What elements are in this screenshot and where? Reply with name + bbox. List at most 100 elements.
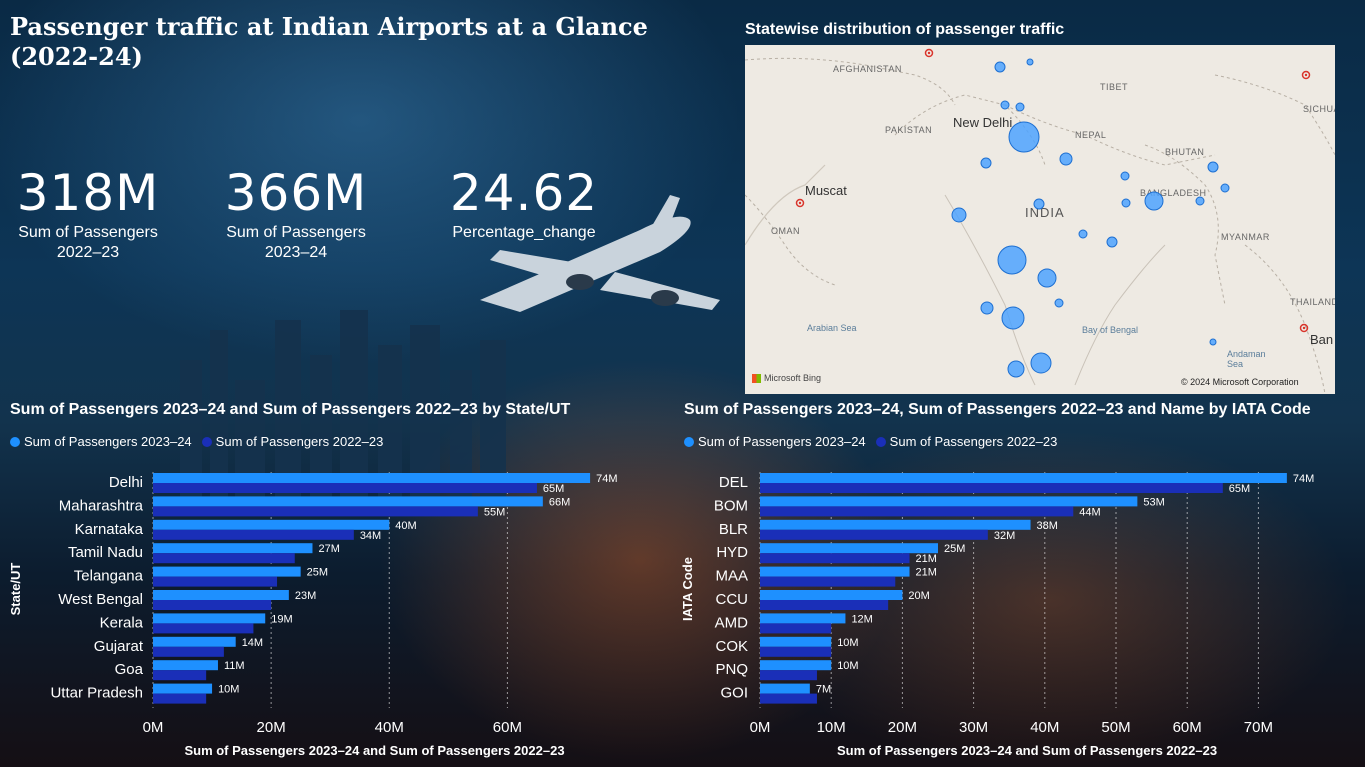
map-bubble-punjab[interactable]: [1015, 102, 1025, 112]
category-label: PNQ: [715, 661, 748, 678]
map-bubble-tripura[interactable]: [1195, 196, 1205, 206]
map-bubble-rajasthan[interactable]: [980, 157, 992, 169]
data-label-2022-23: 21M: [916, 553, 937, 565]
bar-2022-23[interactable]: [760, 670, 817, 681]
bar-2022-23[interactable]: [760, 600, 889, 610]
bar-2022-23[interactable]: [153, 576, 278, 587]
bar-2023-24[interactable]: [760, 496, 1138, 507]
map-label-pakistan: PAKISTAN: [885, 125, 933, 135]
map-bubble-kerala[interactable]: [1007, 360, 1025, 378]
map-label-bangladesh: BANGLADESH: [1140, 188, 1207, 198]
data-label-2023-24: 21M: [916, 567, 937, 579]
map-bubble-uttar-pradesh[interactable]: [1059, 152, 1073, 166]
x-tick-label: 20M: [257, 719, 286, 736]
bar-2023-24[interactable]: [153, 496, 543, 507]
map-bubble-ladakh[interactable]: [1026, 58, 1034, 66]
bar-2022-23[interactable]: [760, 529, 988, 540]
map-bubble-bihar[interactable]: [1120, 171, 1130, 181]
bar-2022-23[interactable]: [153, 506, 478, 517]
x-tick-label: 70M: [1244, 719, 1273, 736]
bar-2023-24[interactable]: [153, 543, 313, 554]
bar-2022-23[interactable]: [760, 623, 832, 634]
map-bubble-andaman[interactable]: [1209, 338, 1217, 346]
chart-state-legend[interactable]: Sum of Passengers 2023–24 Sum of Passeng…: [10, 434, 393, 449]
map-bubble-maharashtra[interactable]: [997, 245, 1027, 275]
map-visual[interactable]: AFGHANISTAN TIBET PAKISTAN NEPAL BHUTAN …: [745, 45, 1335, 394]
bar-2022-23[interactable]: [760, 576, 896, 587]
bar-2023-24[interactable]: [760, 660, 832, 671]
data-label-2022-23: 65M: [1229, 483, 1250, 495]
bar-2022-23[interactable]: [153, 600, 272, 610]
bar-2023-24[interactable]: [153, 683, 213, 694]
bar-2023-24[interactable]: [153, 590, 289, 600]
bar-2023-24[interactable]: [153, 613, 266, 624]
bar-2023-24[interactable]: [760, 543, 938, 554]
map-bubble-delhi[interactable]: [1008, 121, 1040, 153]
bar-2022-23[interactable]: [760, 646, 832, 657]
data-label-2023-24: 66M: [549, 496, 570, 508]
bar-2023-24[interactable]: [760, 613, 846, 624]
map-bubble-assam[interactable]: [1207, 161, 1219, 173]
map-city-new-delhi: New Delhi: [953, 115, 1013, 130]
kpi-passengers-2022-23[interactable]: 318M Sum of Passengers 2022–23: [14, 165, 162, 263]
chart-state-svg[interactable]: 0M 20M 40M 60M Sum of Passengers 2023–24 and…: [0, 455, 680, 767]
bar-2023-24[interactable]: [153, 566, 301, 577]
bar-2023-24[interactable]: [760, 473, 1287, 483]
map-bubble-jammu-kashmir[interactable]: [994, 61, 1006, 73]
category-label: Goa: [115, 661, 144, 678]
bar-2023-24[interactable]: [760, 636, 832, 647]
map-bubble-chandigarh[interactable]: [1000, 100, 1010, 110]
map-bubble-odisha[interactable]: [1106, 236, 1118, 248]
bar-2022-23[interactable]: [760, 506, 1074, 517]
legend-label: Sum of Passengers 2022–23: [889, 434, 1058, 449]
map-bubble-karnataka[interactable]: [1001, 306, 1025, 330]
bar-2023-24[interactable]: [760, 683, 810, 694]
x-axis-label: Sum of Passengers 2023–24 and Sum of Pas…: [837, 743, 1217, 758]
legend-item-2023-24[interactable]: Sum of Passengers 2023–24: [684, 434, 866, 449]
map-bubble-jharkhand[interactable]: [1121, 198, 1131, 208]
bar-2023-24[interactable]: [153, 660, 218, 671]
bar-2022-23[interactable]: [760, 483, 1223, 493]
legend-item-2022-23[interactable]: Sum of Passengers 2022–23: [201, 434, 384, 449]
map-bubble-andhra-pradesh[interactable]: [1054, 298, 1064, 308]
bar-2022-23[interactable]: [760, 553, 910, 564]
bar-2022-23[interactable]: [153, 483, 537, 493]
bar-2023-24[interactable]: [760, 590, 903, 600]
x-tick-label: 60M: [493, 719, 522, 736]
bar-2022-23[interactable]: [760, 693, 817, 704]
bar-2023-24[interactable]: [153, 636, 236, 647]
legend-label: Sum of Passengers 2023–24: [698, 434, 866, 449]
kpi-passengers-2023-24[interactable]: 366M Sum of Passengers 2023–24: [222, 165, 370, 263]
data-label-2023-24: 10M: [837, 637, 858, 649]
bar-2022-23[interactable]: [153, 623, 254, 634]
bar-2023-24[interactable]: [153, 519, 390, 530]
map-bubble-manipur[interactable]: [1220, 183, 1230, 193]
bar-2023-24[interactable]: [760, 566, 910, 577]
bar-2022-23[interactable]: [153, 693, 207, 704]
map-city-bangkok: Ban: [1310, 332, 1334, 347]
chart-iata-svg[interactable]: 0M 10M 20M 30M 40M 50M 60M 70M Sum of Passengers…: [680, 455, 1360, 767]
bar-2022-23[interactable]: [153, 529, 354, 540]
map-bubble-gujarat[interactable]: [951, 207, 967, 223]
legend-item-2022-23[interactable]: Sum of Passengers 2022–23: [875, 434, 1058, 449]
kpi-percentage-change[interactable]: 24.62 Percentage_change: [446, 165, 602, 243]
legend-label: Sum of Passengers 2022–23: [215, 434, 384, 449]
map-sea-bay-of-bengal: Bay of Bengal: [1082, 325, 1139, 335]
bar-2022-23[interactable]: [153, 670, 207, 681]
map-bubble-west-bengal[interactable]: [1144, 191, 1164, 211]
map-bubble-tamil-nadu[interactable]: [1030, 352, 1052, 374]
map-bubble-madhya-pradesh[interactable]: [1033, 198, 1045, 210]
bar-2022-23[interactable]: [153, 553, 295, 564]
bar-2022-23[interactable]: [153, 646, 224, 657]
legend-item-2023-24[interactable]: Sum of Passengers 2023–24: [10, 434, 192, 449]
map-bubble-chhattisgarh[interactable]: [1078, 229, 1088, 239]
data-label-2022-23: 55M: [484, 506, 505, 518]
legend-label: Sum of Passengers 2023–24: [24, 434, 192, 449]
data-label-2023-24: 10M: [218, 684, 239, 696]
chart-iata-legend[interactable]: Sum of Passengers 2023–24 Sum of Passeng…: [684, 434, 1067, 449]
bar-2023-24[interactable]: [760, 519, 1031, 530]
bar-2023-24[interactable]: [153, 473, 591, 483]
map-bubble-telangana[interactable]: [1037, 268, 1057, 288]
map-bubble-goa[interactable]: [980, 301, 994, 315]
category-label: Karnataka: [75, 521, 144, 538]
